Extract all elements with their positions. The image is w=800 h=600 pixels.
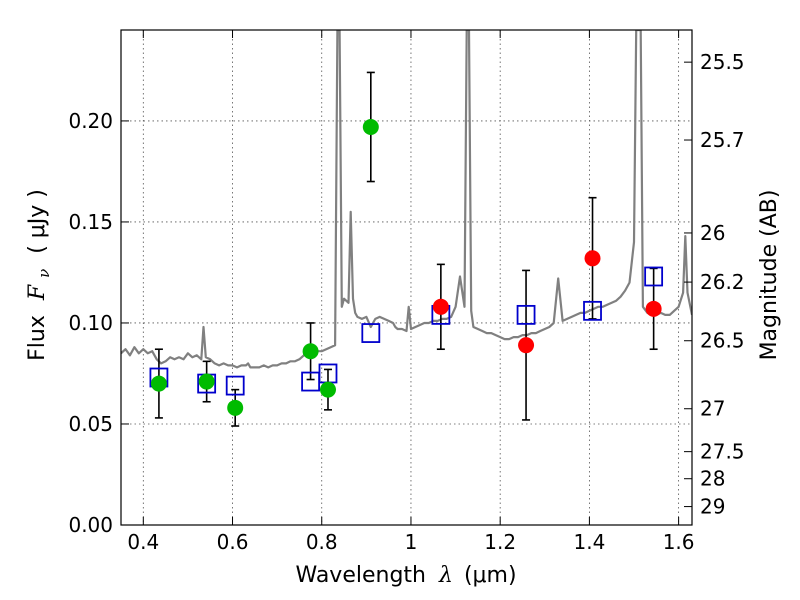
magnitude-axis-label: Magnitude (AB) — [757, 190, 782, 361]
x-tick-label: 1.2 — [484, 530, 516, 554]
observed-point-green — [302, 343, 319, 360]
model-photometry-square — [583, 300, 602, 321]
observed-point-red — [518, 337, 535, 354]
observed-point-green — [150, 375, 167, 392]
observed-point-green — [362, 118, 379, 135]
magnitude-tick-label: 29 — [700, 495, 725, 519]
model-photometry-square — [516, 304, 536, 325]
observed-point-red — [645, 300, 662, 317]
observed-point-green — [319, 381, 336, 398]
gridlines — [121, 30, 692, 525]
magnitude-tick-label: 25.7 — [700, 128, 745, 152]
y-axis-label: Flux F ν ( μJy ) — [25, 189, 55, 361]
x-tick-label: 0.4 — [127, 530, 159, 554]
magnitude-tick-label: 26 — [700, 221, 725, 245]
errorbar-layer — [154, 71, 658, 427]
model-photometry-square — [361, 323, 381, 343]
model-photometry-square — [644, 266, 664, 287]
y-tick-label: 0.00 — [68, 513, 113, 537]
model-photometry-square — [225, 375, 245, 396]
x-axis-label: Wavelength λ (μm) — [295, 563, 516, 588]
x-tick-label: 1.6 — [663, 530, 695, 554]
y-tick-label: 0.05 — [68, 412, 113, 436]
magnitude-tick-label: 25.5 — [700, 50, 745, 74]
x-tick-label: 0.6 — [217, 530, 249, 554]
y-tick-label: 0.10 — [68, 311, 113, 335]
observed-point-green — [227, 399, 244, 416]
magnitude-tick-label: 28 — [700, 467, 725, 491]
spectrum-layer — [121, 30, 692, 369]
observed-point-red — [584, 250, 601, 267]
magnitude-tick-label: 26.5 — [700, 329, 745, 353]
y-tick-label: 0.15 — [68, 210, 113, 234]
marker-layer — [149, 118, 664, 416]
magnitude-tick-label: 26.2 — [700, 270, 745, 294]
observed-point-red — [432, 298, 449, 315]
magnitude-tick-label: 27 — [700, 397, 725, 421]
tick-layer: 0.4 0.6 0.8 1 1.2 1.4 1.6 0.00 0.05 0.10 0.15 0.20 2… — [68, 30, 745, 554]
plot-frame — [120, 29, 693, 526]
x-tick-label: 1 — [405, 530, 418, 554]
y-tick-label: 0.20 — [68, 109, 113, 133]
spectrum-line — [121, 30, 692, 369]
x-tick-label: 0.8 — [306, 530, 338, 554]
magnitude-tick-label: 27.5 — [700, 440, 745, 464]
x-tick-label: 1.4 — [573, 530, 605, 554]
observed-point-green — [198, 373, 215, 390]
